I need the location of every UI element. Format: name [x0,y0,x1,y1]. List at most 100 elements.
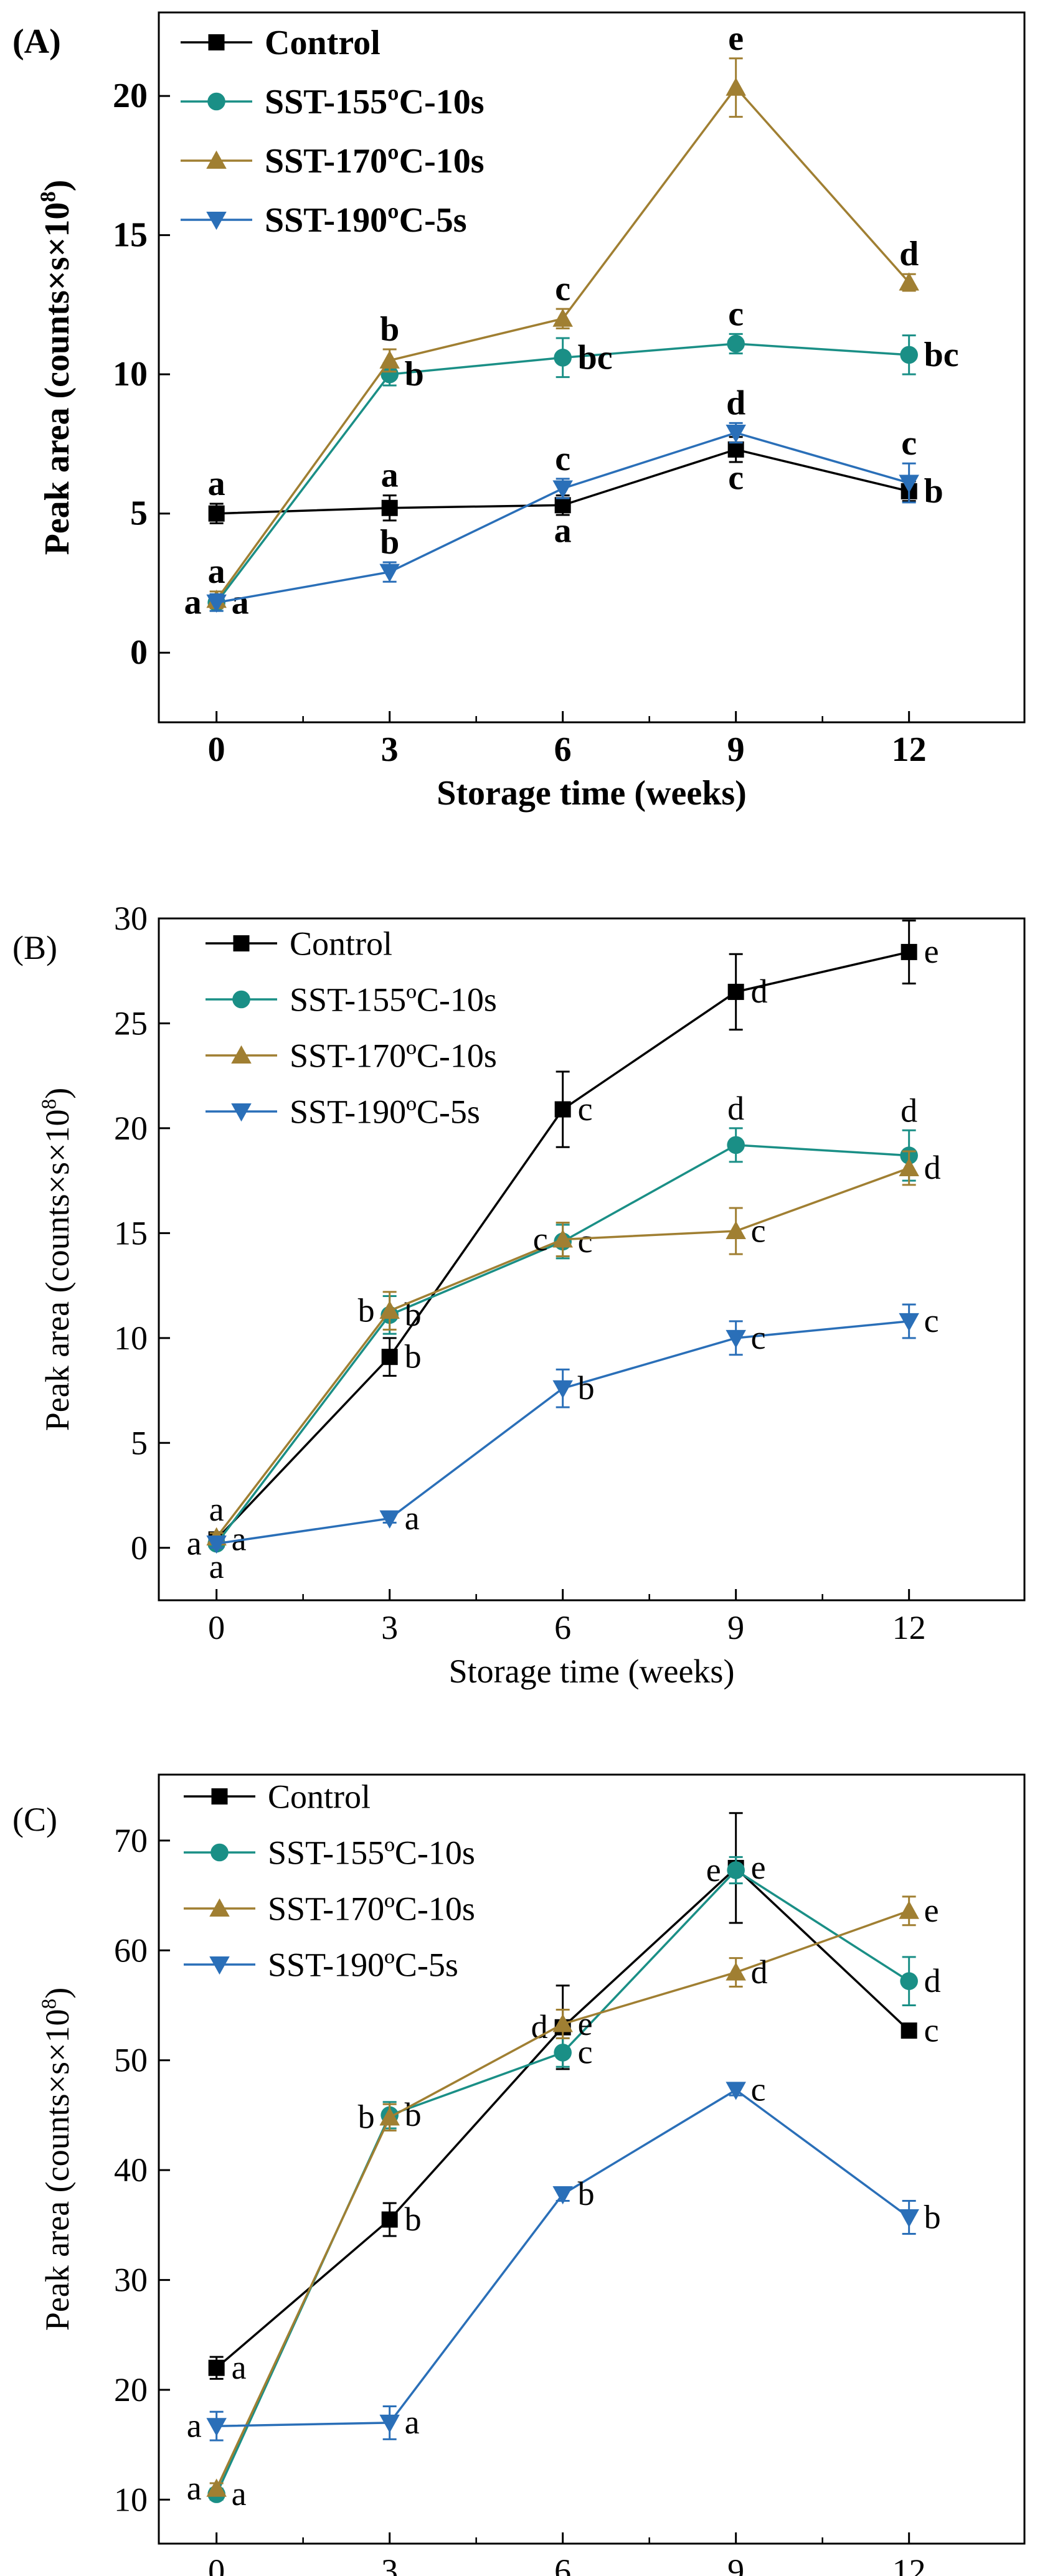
significance-letter: b [380,310,399,349]
significance-letter: c [924,1302,939,1339]
data-point [727,441,744,458]
significance-letter: d [751,973,768,1010]
data-point [552,1229,573,1248]
data-point [381,2211,398,2228]
y-tick-label: 5 [130,494,148,533]
panel-label: (A) [12,22,61,61]
significance-letter: a [184,583,202,622]
series-SST-170ºC-10s: abc cd [206,1149,941,1545]
chart-panel-2: 0 3 6 9 12 0 5 10 15 20 25 30 Storage time (weeks) Pe… [12,900,1026,1690]
data-point [899,1313,919,1332]
y-tick-label: 50 [114,2042,148,2079]
series-SST-155ºC-10s: a b c d d [207,1090,918,1585]
data-point [206,1536,227,1554]
significance-letter: c [555,270,570,308]
data-point [554,497,571,514]
data-point [900,1972,918,1990]
legend-label: SST-155ºC-10s [265,83,485,121]
plot-frame [158,1773,1026,2545]
significance-letter: a [209,1491,224,1528]
legend-marker [233,935,250,951]
y-tick-label: 20 [114,2371,148,2409]
x-tick-label: 9 [727,1609,744,1646]
significance-letter: e [706,1851,721,1889]
panel-label: (C) [12,1801,57,1838]
data-point [726,1329,746,1349]
y-tick-label: 5 [131,1424,148,1461]
plot-frame [158,917,1026,1602]
data-point [206,2418,227,2437]
data-point [381,499,398,516]
data-point [381,365,399,384]
data-point [379,1510,400,1529]
data-point [901,2022,917,2039]
x-axis-title: Storage time (weeks) [437,774,747,813]
significance-letter: a [405,1499,420,1537]
significance-letter: a [208,465,225,503]
y-tick-label: 25 [114,1004,148,1042]
chart-panel-3: 03691210203040506070Storage time (weeks)… [12,1773,1026,2576]
data-point [552,2186,573,2205]
significance-letter: b [578,1369,595,1407]
x-axis-title: Storage time (weeks) [449,1653,735,1690]
legend-marker [207,92,225,111]
legend-label: SST-170ºC-10s [290,1037,497,1074]
significance-letter: e [728,19,744,58]
significance-letter: c [728,459,744,498]
y-tick-label: 20 [114,1110,148,1147]
data-point [379,2107,400,2126]
legend-label: SST-170ºC-10s [265,142,485,181]
data-point [381,1349,398,1366]
significance-letter: a [187,2470,202,2507]
legend-label: SST-190ºC-5s [268,1946,458,1983]
series-line [216,2088,910,2427]
significance-letter: a [208,552,225,591]
significance-letter: e [924,933,939,970]
data-point [552,2014,573,2032]
data-point [552,308,573,327]
data-point [899,2209,919,2228]
significance-letter: a [187,2407,202,2445]
data-point [726,425,746,443]
x-tick-label: 3 [381,2552,398,2576]
x-tick-label: 3 [381,1609,398,1646]
legend-label: Control [290,925,392,962]
data-point [379,564,400,582]
significance-letter: a [187,1524,202,1562]
data-point [206,594,227,613]
x-tick-label: 12 [892,1609,926,1646]
legend-label: SST-155ºC-10s [268,1834,475,1871]
significance-letter: bc [578,338,613,377]
data-point [554,349,572,367]
data-point [206,2478,227,2497]
data-point [899,1900,919,1919]
significance-letter: b [358,2098,375,2136]
y-tick-label: 15 [114,1214,148,1252]
significance-letter: a [405,2404,420,2441]
data-point [727,983,744,1000]
data-point [901,943,917,960]
significance-letter: b [358,1291,375,1329]
panel-label: (B) [12,929,57,966]
data-point [552,480,573,499]
significance-letter: a [554,512,572,550]
significance-letter: d [899,235,919,273]
significance-letter: d [727,1090,744,1127]
data-point [727,1136,745,1154]
y-axis-title: Peak area (counts×s×108) [37,1988,76,2331]
x-tick-label: 0 [208,2552,225,2576]
x-tick-label: 6 [554,730,572,769]
series-line [215,1866,910,2369]
significance-letter: bc [924,336,959,374]
legend-marker [208,34,225,50]
legend-label: SST-155ºC-10s [290,981,497,1018]
data-point [379,350,400,369]
y-tick-label: 0 [131,1529,148,1567]
significance-letter: d [901,1092,917,1129]
legend-label: SST-170ºC-10s [268,1890,475,1927]
y-axis-title: Peak area (counts×s×108) [37,1088,76,1431]
x-tick-label: 12 [892,2552,926,2576]
